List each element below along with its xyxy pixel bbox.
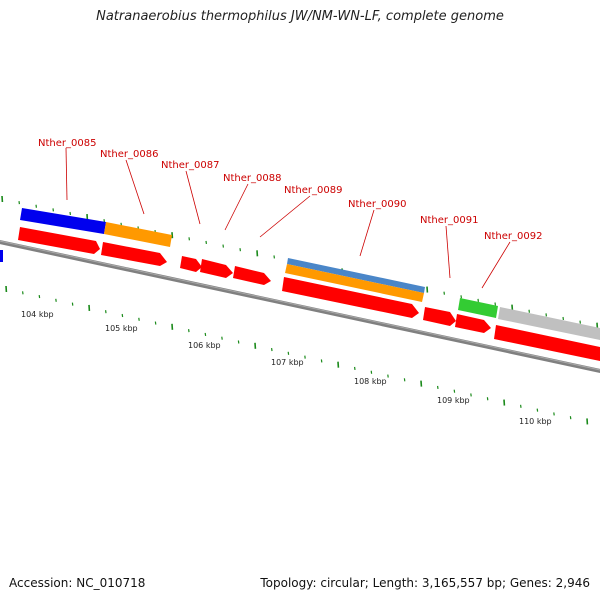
topology-text: Topology: circular; Length: 3,165,557 bp…	[260, 576, 590, 590]
gene-feature-steelblue[interactable]	[287, 258, 425, 293]
leader-line-0088	[224, 183, 249, 231]
leader-line-0087	[185, 170, 201, 225]
scale-label-104: 104 kbp	[21, 310, 54, 319]
gene-label-0088[interactable]: Nther_0088	[223, 173, 281, 184]
scale-label-109: 109 kbp	[437, 396, 470, 405]
gene-arrow-0093[interactable]	[494, 325, 600, 362]
leader-line-0091	[445, 225, 451, 279]
gene-arrow-0091[interactable]	[423, 307, 456, 326]
gene-label-0092[interactable]: Nther_0092	[484, 231, 542, 242]
gene-feature-green[interactable]	[458, 298, 498, 318]
gene-feature-orange-2[interactable]	[285, 264, 424, 302]
gene-arrow-0088[interactable]	[200, 259, 233, 278]
gene-arrow-0092[interactable]	[455, 314, 491, 333]
gene-arrow-0087[interactable]	[180, 256, 202, 272]
genome-backbone-highlight	[0, 240, 600, 371]
leader-line-0089	[259, 195, 311, 238]
genome-title: Natranaerobius thermophilus JW/NM-WN-LF,…	[96, 9, 504, 24]
scale-label-110: 110 kbp	[519, 417, 552, 426]
gene-arrow-0089[interactable]	[233, 266, 271, 285]
gene-label-0090[interactable]: Nther_0090	[348, 199, 406, 210]
gene-label-0086[interactable]: Nther_0086	[100, 149, 158, 160]
scale-tick-track	[5, 285, 589, 425]
accession-text: Accession: NC_010718	[9, 576, 146, 590]
gene-feature-gray[interactable]	[498, 307, 600, 341]
genome-backbone	[0, 240, 600, 373]
gene-label-0089[interactable]: Nther_0089	[284, 185, 342, 196]
leader-line-0085	[65, 147, 68, 201]
gene-label-0085[interactable]: Nther_0085	[38, 138, 96, 149]
gene-feature-orange[interactable]	[104, 222, 172, 247]
gene-arrow-0090[interactable]	[282, 277, 419, 318]
gene-feature-blue[interactable]	[20, 208, 106, 234]
gene-label-0091[interactable]: Nther_0091	[420, 215, 478, 226]
gene-arrow-0086[interactable]	[101, 242, 167, 266]
scale-label-106: 106 kbp	[188, 341, 221, 350]
gene-arrow-left-edge[interactable]	[0, 250, 3, 262]
leader-line-0090	[359, 209, 375, 257]
scale-label-107: 107 kbp	[271, 358, 304, 367]
leader-line-0086	[125, 159, 145, 215]
gene-label-0087[interactable]: Nther_0087	[161, 160, 219, 171]
gene-arrow-0085[interactable]	[18, 227, 100, 254]
scale-label-108: 108 kbp	[354, 377, 387, 386]
scale-label-105: 105 kbp	[105, 324, 138, 333]
leader-line-0092	[481, 241, 511, 289]
